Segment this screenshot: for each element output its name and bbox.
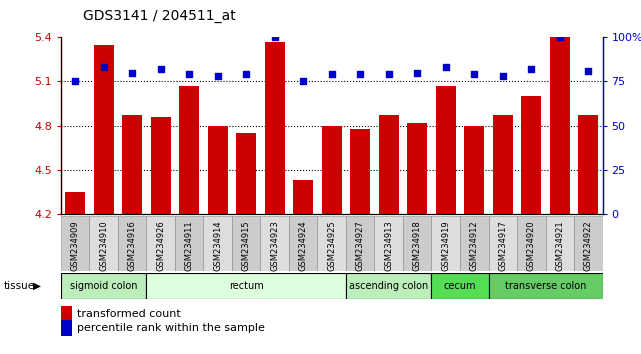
Text: GSM234922: GSM234922	[584, 220, 593, 271]
Text: GSM234909: GSM234909	[71, 220, 79, 271]
Bar	[208, 126, 228, 214]
Bar	[151, 117, 171, 214]
Point	[469, 72, 479, 77]
Text: GSM234913: GSM234913	[384, 220, 393, 271]
Bar	[431, 216, 460, 271]
Text: GSM234912: GSM234912	[470, 220, 479, 271]
Bar	[293, 180, 313, 214]
Text: GSM234918: GSM234918	[413, 220, 422, 271]
Bar	[545, 216, 574, 271]
Bar	[65, 192, 85, 214]
Point	[241, 72, 251, 77]
Point	[326, 72, 337, 77]
Text: GSM234916: GSM234916	[128, 220, 137, 271]
Bar	[521, 96, 541, 214]
Point	[412, 70, 422, 75]
Bar	[407, 123, 427, 214]
Bar	[517, 216, 545, 271]
Text: GSM234917: GSM234917	[498, 220, 507, 271]
Bar	[265, 42, 285, 214]
Text: GSM234923: GSM234923	[271, 220, 279, 271]
Bar	[488, 273, 603, 299]
Text: rectum: rectum	[229, 281, 263, 291]
Bar	[436, 86, 456, 214]
Text: cecum: cecum	[444, 281, 476, 291]
Bar	[464, 126, 484, 214]
Text: GSM234925: GSM234925	[327, 220, 337, 271]
Text: GSM234910: GSM234910	[99, 220, 108, 271]
Point	[355, 72, 365, 77]
Bar	[260, 216, 289, 271]
Point	[156, 66, 166, 72]
Text: percentile rank within the sample: percentile rank within the sample	[77, 323, 265, 333]
Point	[213, 73, 223, 79]
Bar	[146, 273, 346, 299]
Text: tissue: tissue	[3, 281, 35, 291]
Bar	[118, 216, 146, 271]
Text: transformed count: transformed count	[77, 309, 181, 319]
Bar	[61, 273, 146, 299]
Bar	[379, 115, 399, 214]
Text: GSM234927: GSM234927	[356, 220, 365, 271]
Bar	[237, 133, 256, 214]
Text: GSM234914: GSM234914	[213, 220, 222, 271]
Text: GDS3141 / 204511_at: GDS3141 / 204511_at	[83, 9, 236, 23]
Text: GSM234915: GSM234915	[242, 220, 251, 271]
Point	[270, 34, 280, 40]
Point	[497, 73, 508, 79]
Bar	[578, 115, 598, 214]
Bar	[179, 86, 199, 214]
Bar	[460, 216, 488, 271]
Bar	[94, 45, 113, 214]
Bar	[550, 37, 570, 214]
Bar	[175, 216, 203, 271]
Bar	[350, 129, 370, 214]
Text: GSM234921: GSM234921	[555, 220, 564, 271]
Bar	[89, 216, 118, 271]
Text: sigmoid colon: sigmoid colon	[70, 281, 137, 291]
Bar	[122, 115, 142, 214]
Bar	[322, 126, 342, 214]
Point	[583, 68, 594, 74]
Point	[184, 72, 194, 77]
Bar	[574, 216, 603, 271]
Bar	[317, 216, 346, 271]
Point	[383, 72, 394, 77]
Point	[526, 66, 537, 72]
Text: ascending colon: ascending colon	[349, 281, 428, 291]
Text: GSM234919: GSM234919	[441, 220, 450, 271]
Text: transverse colon: transverse colon	[505, 281, 587, 291]
Bar	[431, 273, 488, 299]
Bar	[146, 216, 175, 271]
Text: GSM234924: GSM234924	[299, 220, 308, 271]
Text: GSM234926: GSM234926	[156, 220, 165, 271]
Point	[70, 79, 80, 84]
Bar	[346, 273, 431, 299]
Point	[127, 70, 137, 75]
Bar	[403, 216, 431, 271]
Point	[554, 34, 565, 40]
Bar	[61, 216, 89, 271]
Bar	[232, 216, 260, 271]
Bar	[346, 216, 374, 271]
Text: ▶: ▶	[33, 281, 41, 291]
Bar	[493, 115, 513, 214]
Text: GSM234920: GSM234920	[527, 220, 536, 271]
Point	[298, 79, 308, 84]
Bar	[374, 216, 403, 271]
Bar	[203, 216, 232, 271]
Point	[99, 64, 109, 70]
Text: GSM234911: GSM234911	[185, 220, 194, 271]
Point	[440, 64, 451, 70]
Bar	[289, 216, 317, 271]
Bar	[488, 216, 517, 271]
